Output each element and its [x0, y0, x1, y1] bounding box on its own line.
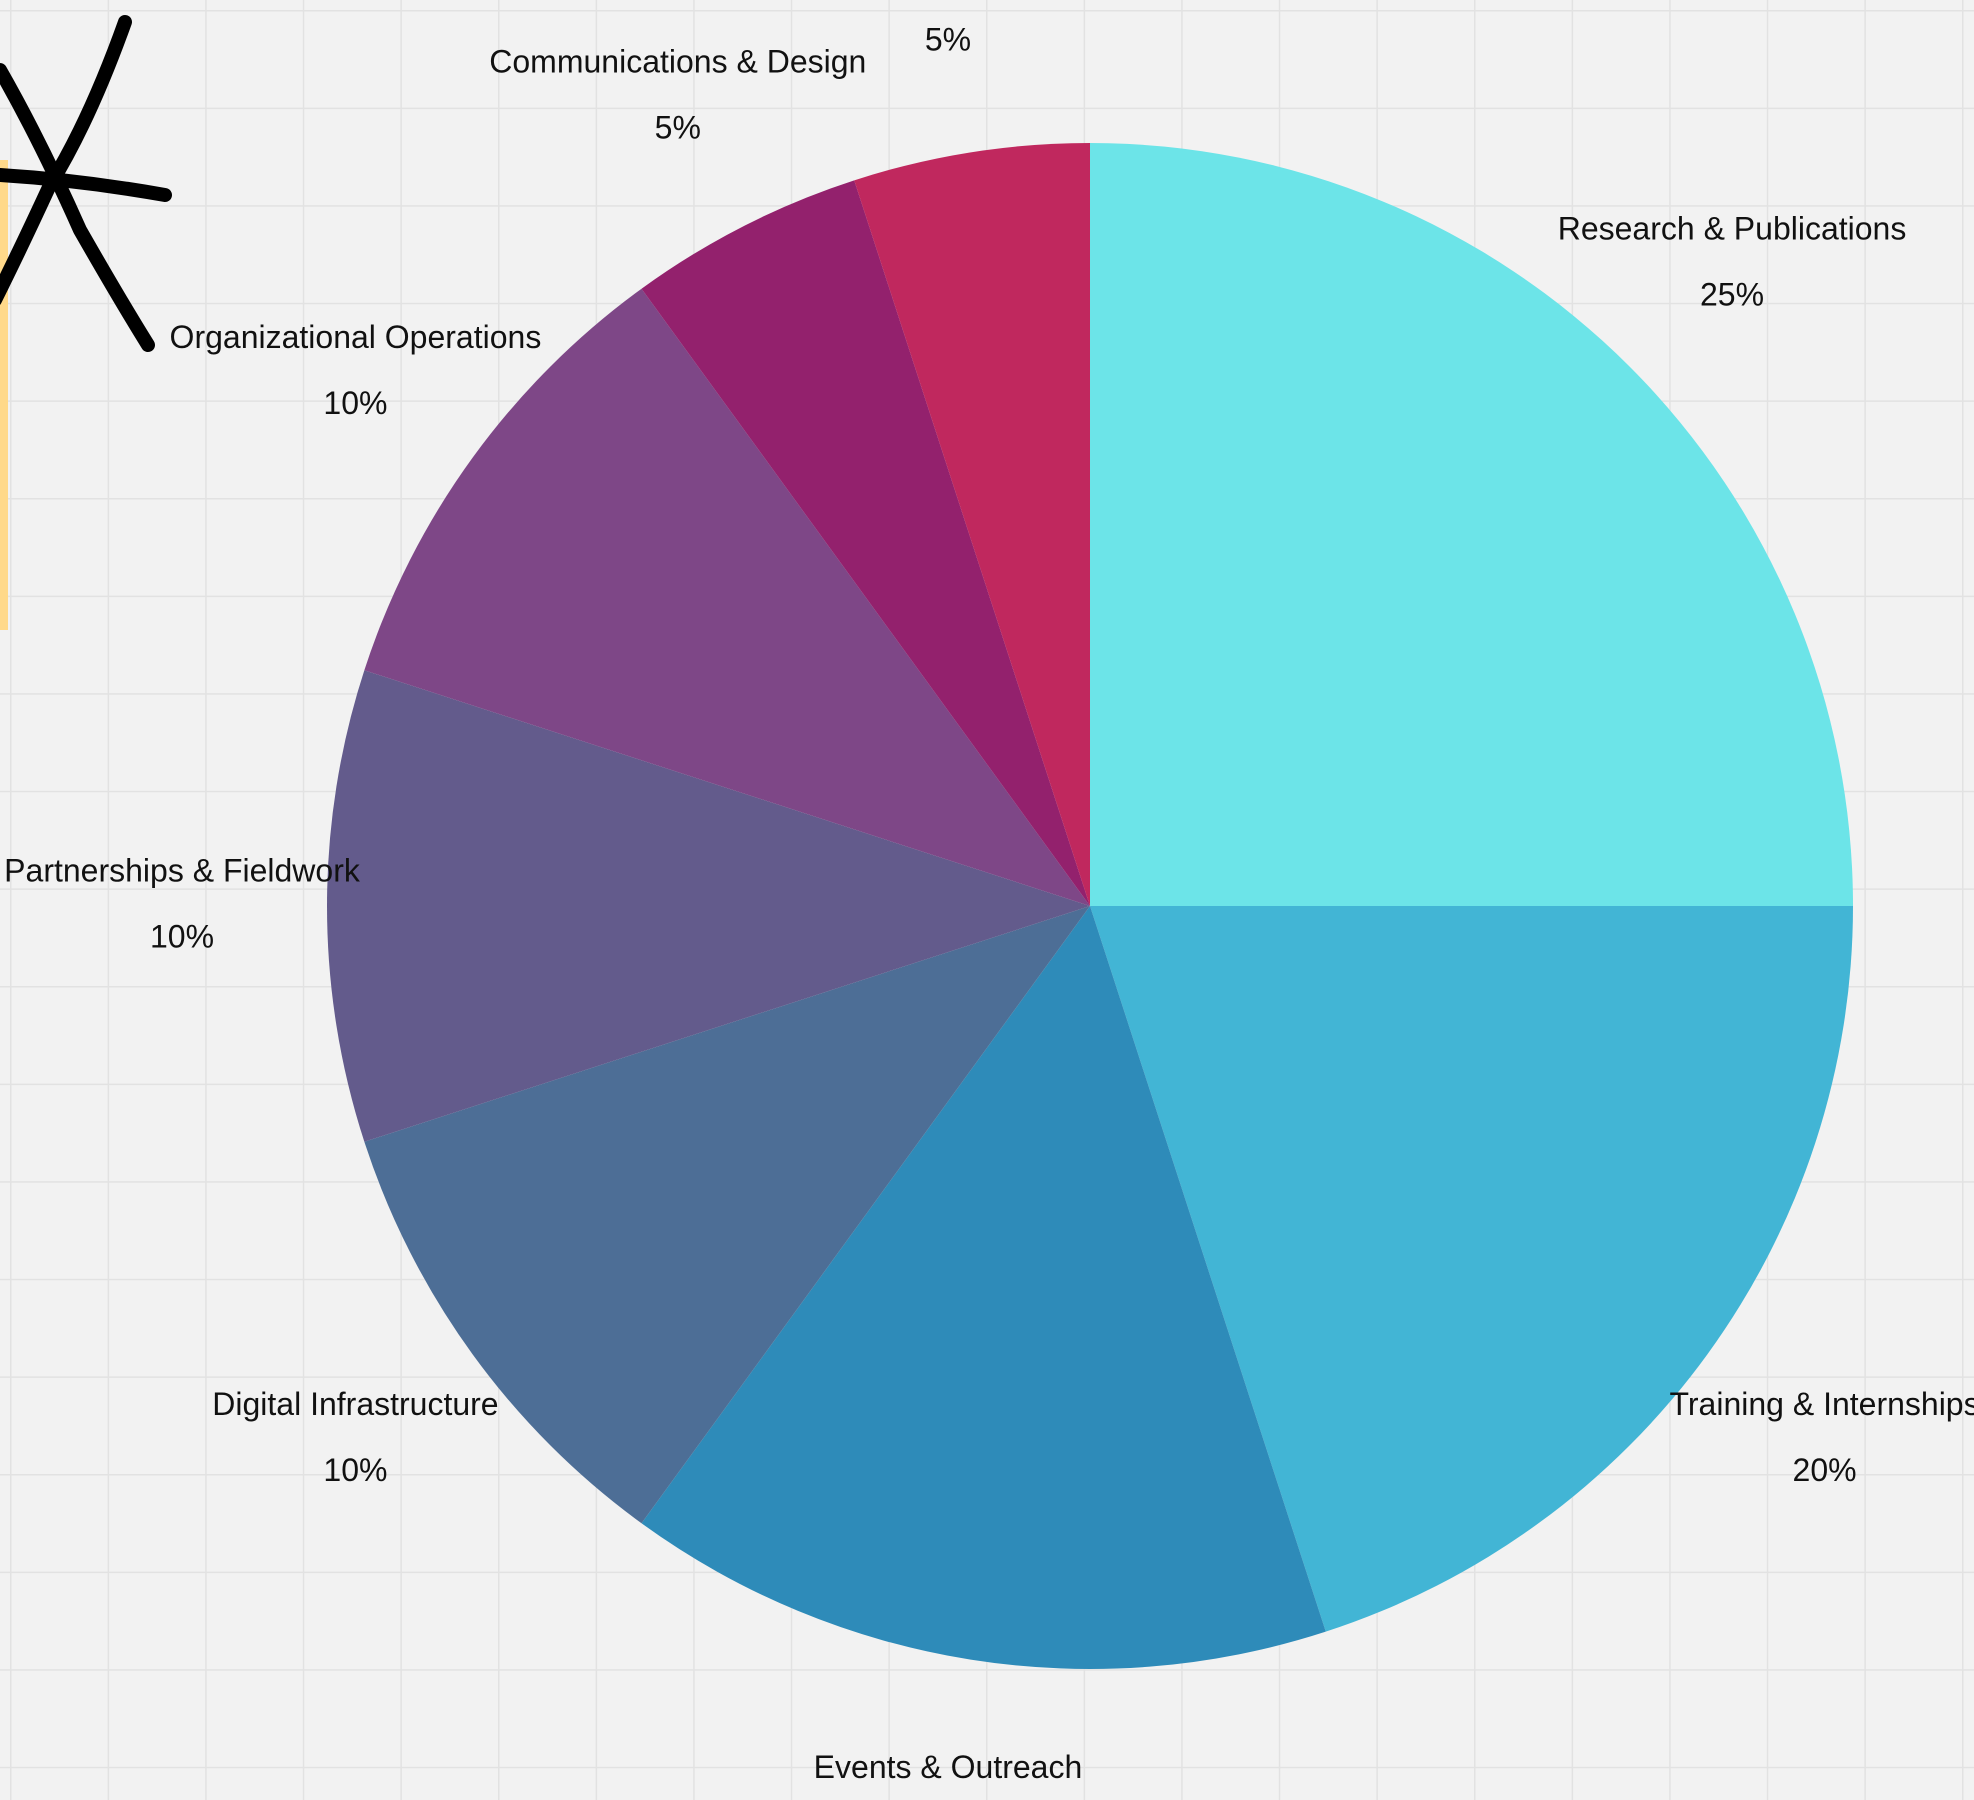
slice-value-label: 5% — [925, 22, 971, 58]
pie-slice — [1090, 143, 1853, 906]
slice-label: Research & Publications — [1558, 210, 1907, 246]
slice-value-label: 20% — [1793, 1452, 1857, 1488]
pie-slice — [641, 906, 1326, 1669]
pie-slice — [327, 670, 1090, 1142]
slice-label: Communications & Design — [489, 43, 866, 79]
slice-label: Partnerships & Fieldwork — [4, 852, 361, 888]
pie-slice — [1090, 906, 1853, 1632]
slice-value-label: 10% — [150, 918, 214, 954]
decoration-scribble — [0, 15, 172, 352]
slice-value-label: 5% — [655, 109, 701, 145]
pie-slice — [364, 288, 1090, 906]
pie-slice — [364, 906, 1090, 1524]
slice-label: Digital Infrastructure — [212, 1386, 498, 1422]
pie-slice — [641, 180, 1090, 906]
pie: Research & Publications 25% Training & Int… — [4, 22, 1974, 1786]
slice-value-label: 10% — [323, 385, 387, 421]
slice-value-label: 25% — [1700, 276, 1764, 312]
slice-label: Organizational Operations — [170, 319, 542, 355]
slice-label: Events & Outreach — [814, 1749, 1083, 1785]
slice-value-label: 10% — [323, 1452, 387, 1488]
decoration — [0, 160, 8, 630]
pie-slice — [854, 143, 1090, 906]
slice-label: Training & Internships — [1670, 1386, 1974, 1422]
